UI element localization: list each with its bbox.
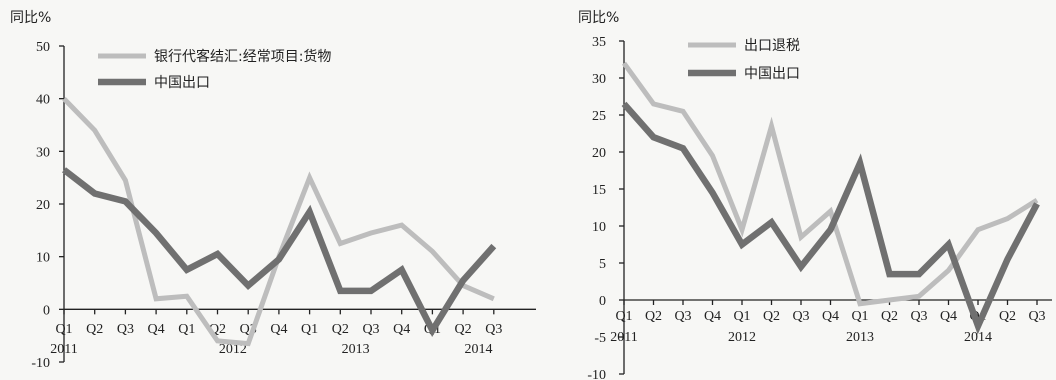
x-tick-label: Q1 [301,322,318,337]
y-axis-label: 同比% [578,10,619,26]
legend-label-1: 中国出口 [744,66,800,82]
y-tick-label: 30 [592,72,606,87]
chart-right: 同比% -10 -5 0 5 10 15 20 25 30 35 Q1 Q2 Q3 Q4 Q1 Q2 Q3 Q4 Q1… [578,10,1052,380]
x-tick-label: Q3 [1028,309,1045,324]
y-tick-label: 0 [599,294,606,309]
y-tick-label: 20 [36,198,50,213]
legend-label-1: 中国出口 [154,75,210,91]
x-tick-label: Q1 [851,309,868,324]
x-year-label: 2014 [964,330,992,345]
y-tick-label: 50 [36,40,50,55]
x-tick-label: Q4 [940,309,957,324]
x-tick-label: Q4 [270,322,287,337]
x-tick-label: Q1 [178,322,195,337]
y-tick-label: -10 [31,356,50,371]
x-year-label: 2011 [50,342,77,357]
x-tick-label: Q4 [822,309,839,324]
x-year-label: 2012 [219,342,247,357]
series-line-0 [621,61,1039,307]
x-tick-label: Q2 [763,309,780,324]
x-tick-label: Q3 [910,309,927,324]
series-line-1 [62,167,497,338]
x-tick-label: Q4 [148,322,165,337]
y-tick-label: 20 [592,146,606,161]
x-tick-label: Q2 [645,309,662,324]
x-year-label: 2012 [728,330,756,345]
y-tick-label: 15 [592,183,606,198]
x-tick-label: Q1 [733,309,750,324]
y-tick-label: 30 [36,145,50,160]
x-tick-label: Q3 [674,309,691,324]
x-tick-label: Q3 [792,309,809,324]
y-tick-label: 10 [592,220,606,235]
chart-left: 同比% -10 0 10 20 30 40 50 Q1 Q2 Q3 Q4 Q1 Q2 Q3 Q4 Q1 Q2 Q3 Q… [10,10,536,371]
x-tick-label: Q3 [485,322,502,337]
x-year-label: 2013 [342,342,370,357]
x-tick-label: Q3 [117,322,134,337]
y-tick-label: -10 [587,368,606,380]
x-tick-label: Q2 [86,322,103,337]
x-year-label: 2014 [464,342,492,357]
x-tick-label: Q1 [55,322,72,337]
y-tick-label: 5 [599,257,606,272]
x-tick-label: Q2 [455,322,472,337]
series-line-0 [62,96,495,347]
y-tick-label: -5 [594,331,606,346]
x-tick-label: Q2 [881,309,898,324]
y-tick-label: 35 [592,35,606,50]
x-tick-label: Q3 [362,322,379,337]
x-tick-label: Q2 [999,309,1016,324]
legend-label-0: 银行代客结汇:经常项目:货物 [154,48,331,65]
y-tick-label: 40 [36,93,50,108]
x-tick-label: Q4 [393,322,410,337]
series-line-1 [621,101,1040,335]
y-axis-label: 同比% [10,10,51,26]
x-year-label: 2013 [846,330,874,345]
x-tick-label: Q1 [615,309,632,324]
legend-label-0: 出口退税 [744,38,800,54]
y-tick-label: 0 [43,303,50,318]
x-tick-label: Q2 [332,322,349,337]
y-tick-label: 25 [592,109,606,124]
x-tick-label: Q4 [704,309,721,324]
y-tick-label: 10 [36,251,50,266]
x-year-label: 2011 [610,330,637,345]
